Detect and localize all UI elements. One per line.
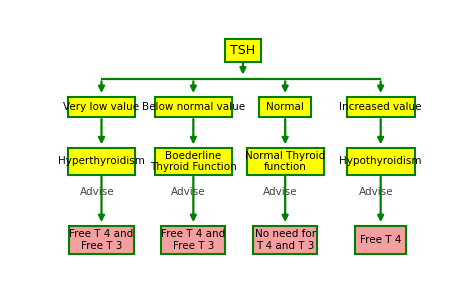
Text: Boederline
Thyroid Function: Boederline Thyroid Function (150, 151, 237, 172)
FancyBboxPatch shape (67, 148, 136, 175)
Text: Hyperthyroidism: Hyperthyroidism (58, 156, 145, 166)
Text: Increased value: Increased value (339, 102, 422, 112)
FancyBboxPatch shape (155, 96, 232, 117)
Text: TSH: TSH (230, 44, 255, 57)
Text: Advise: Advise (263, 187, 298, 197)
Text: Advise: Advise (359, 187, 393, 197)
FancyBboxPatch shape (246, 148, 324, 175)
Text: Free T 4 and
Free T 3: Free T 4 and Free T 3 (161, 229, 226, 251)
FancyBboxPatch shape (259, 96, 311, 117)
Text: Normal Thyroid
function: Normal Thyroid function (245, 151, 325, 172)
Text: Very low value: Very low value (64, 102, 139, 112)
FancyBboxPatch shape (225, 39, 261, 62)
Text: Hypothyroidism: Hypothyroidism (339, 156, 422, 166)
Text: Free T 4 and
Free T 3: Free T 4 and Free T 3 (69, 229, 134, 251)
Text: Advise: Advise (171, 187, 206, 197)
FancyBboxPatch shape (161, 226, 226, 254)
Text: Advise: Advise (80, 187, 114, 197)
FancyBboxPatch shape (355, 226, 406, 254)
Text: No need for
T 4 and T 3: No need for T 4 and T 3 (255, 229, 316, 251)
Text: Below normal value: Below normal value (142, 102, 245, 112)
FancyBboxPatch shape (346, 148, 415, 175)
Text: Normal: Normal (266, 102, 304, 112)
FancyBboxPatch shape (253, 226, 317, 254)
FancyBboxPatch shape (69, 226, 134, 254)
Text: Free T 4: Free T 4 (360, 235, 401, 245)
FancyBboxPatch shape (155, 148, 232, 175)
FancyBboxPatch shape (68, 96, 135, 117)
FancyBboxPatch shape (346, 96, 415, 117)
